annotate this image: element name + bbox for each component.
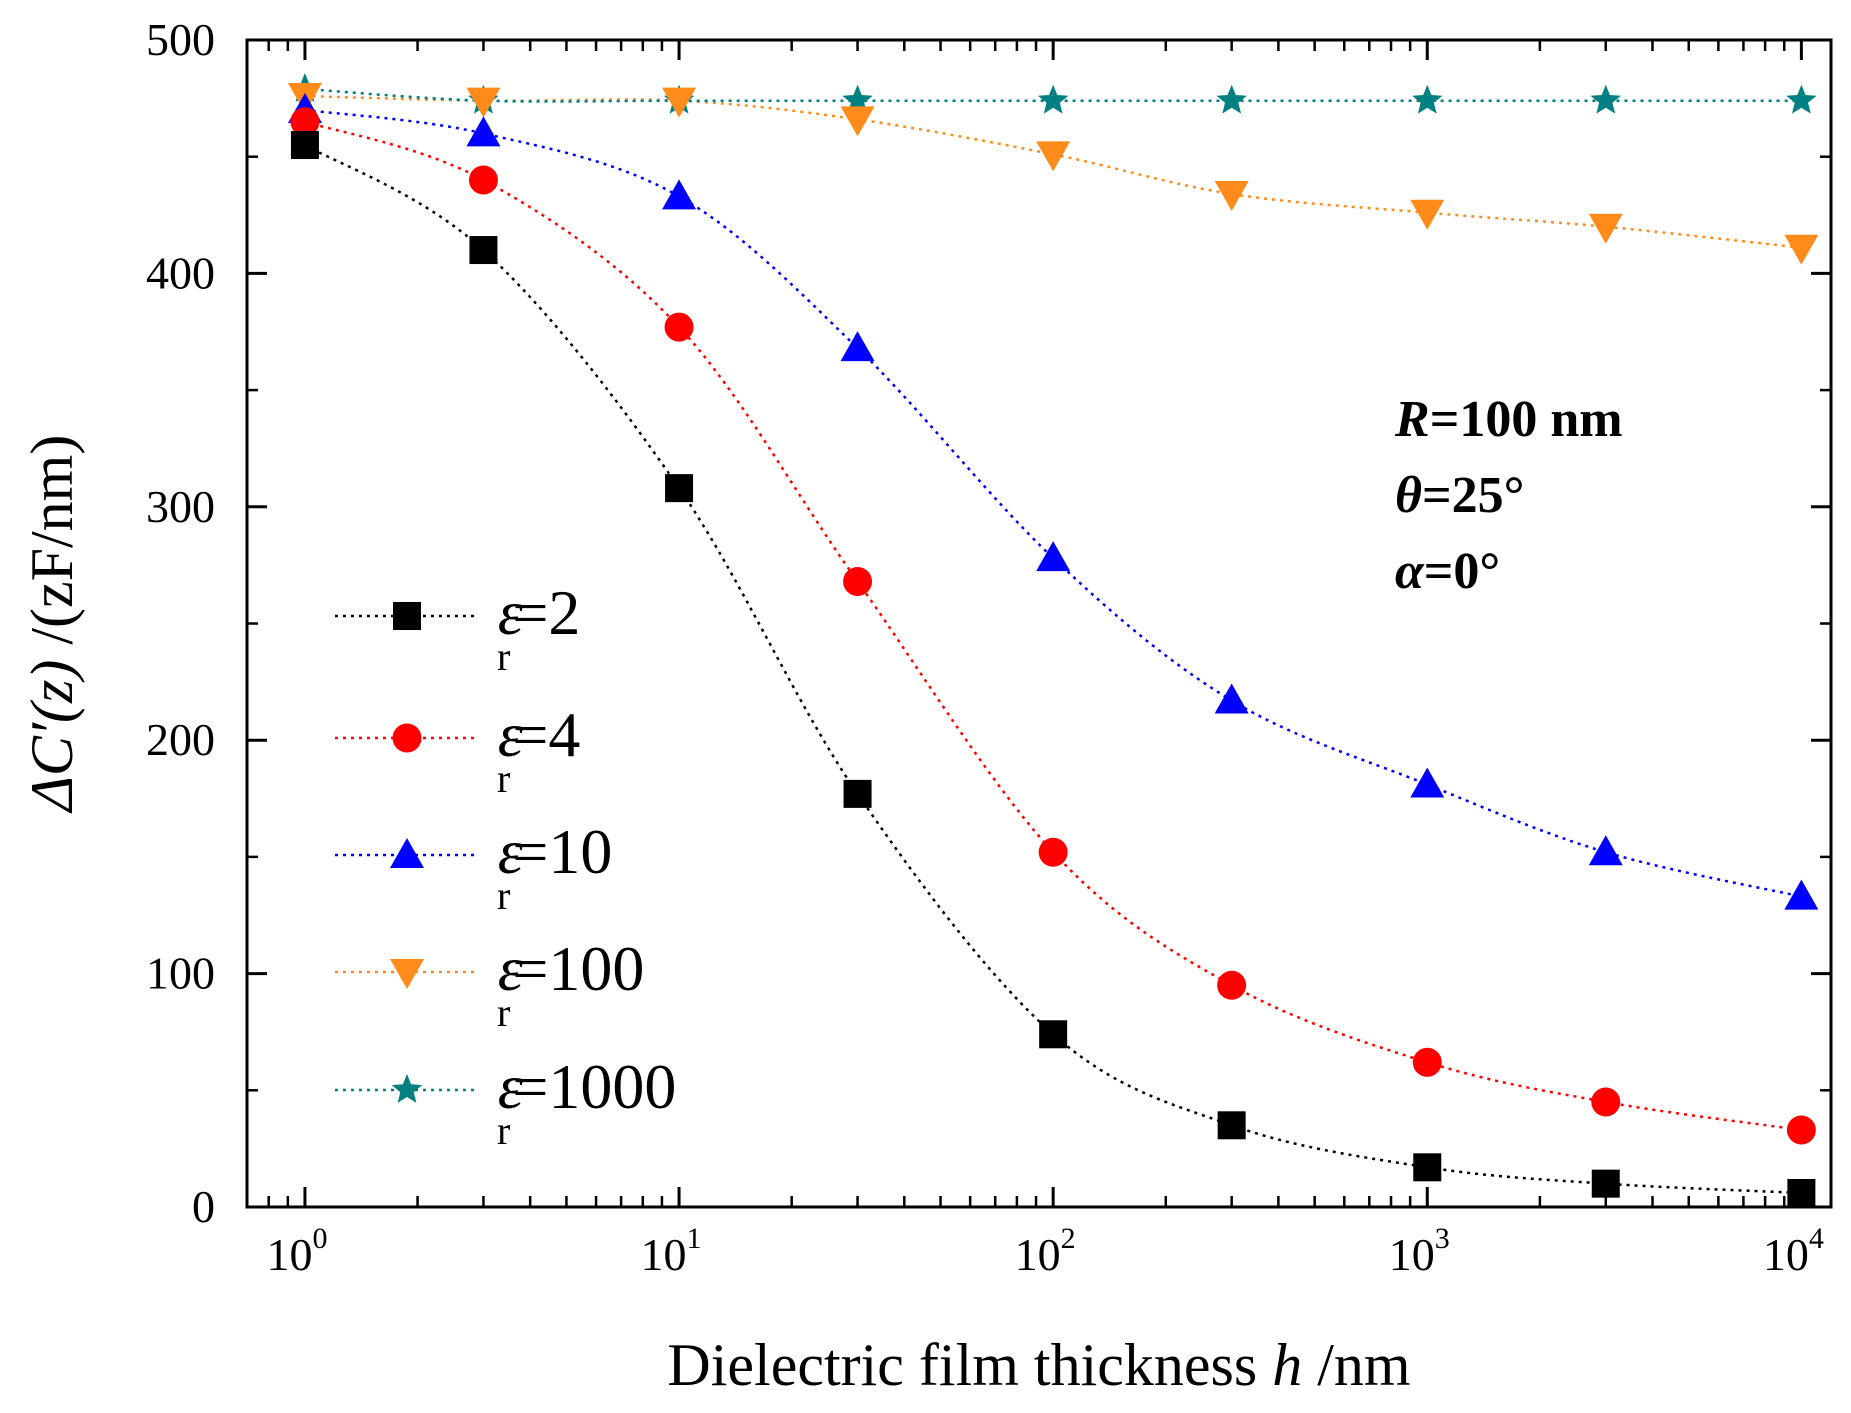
y-axis-title: ΔC′(z) /(zF/nm)	[19, 435, 85, 814]
legend-marker	[392, 723, 422, 753]
data-point	[843, 779, 872, 808]
data-point	[1410, 199, 1445, 230]
data-point	[665, 474, 694, 503]
x-tick-label: 104	[1763, 1222, 1824, 1280]
data-point	[1588, 835, 1623, 866]
data-point	[840, 331, 875, 362]
data-point	[842, 84, 873, 114]
legend-item: ε r=2	[335, 577, 580, 679]
data-point	[1217, 970, 1247, 1000]
annotation-var-alpha: α	[1395, 543, 1425, 600]
data-point	[1410, 767, 1445, 798]
data-point	[662, 179, 697, 210]
data-point	[1591, 1169, 1620, 1198]
data-point	[466, 87, 501, 118]
x-tick-label: 102	[1015, 1222, 1076, 1280]
tick-labels: 100 101 102 103 104 0 100 200 300 400 500	[146, 14, 1824, 1280]
data-point	[1036, 141, 1071, 172]
data-point	[1413, 1153, 1442, 1182]
y-tick-label: 0	[192, 1181, 215, 1232]
data-point	[664, 312, 694, 342]
data-point	[290, 107, 320, 137]
series-line	[304, 108, 1802, 898]
data-point	[1039, 1020, 1068, 1049]
annotation-text-alpha: =0°	[1424, 543, 1500, 600]
svg-text:θ=25°: θ=25°	[1395, 467, 1524, 524]
legend-marker	[390, 838, 424, 868]
data-point	[1412, 84, 1443, 114]
legend-item: ε r=1000	[335, 1051, 676, 1153]
data-point	[1784, 879, 1819, 910]
annotation-text-r: =100 nm	[1430, 391, 1623, 448]
y-tick-label: 200	[146, 714, 215, 765]
data-point	[1037, 84, 1069, 114]
data-point	[1786, 84, 1817, 114]
axis-ticks	[245, 38, 1831, 1209]
legend-label: ε r=2	[497, 577, 580, 679]
legend-item: ε r=10	[335, 816, 612, 918]
data-point	[1412, 1047, 1442, 1077]
legend-label: ε r=100	[497, 933, 644, 1035]
data-point	[843, 566, 873, 596]
legend-marker	[391, 1074, 423, 1103]
data-point	[662, 87, 697, 118]
legend-label: ε r=4	[497, 699, 580, 801]
data-point	[1591, 1087, 1621, 1117]
y-tick-label: 400	[146, 247, 215, 298]
data-point	[1038, 837, 1068, 867]
legend-item: ε r=100	[335, 933, 644, 1035]
data-point	[468, 165, 498, 195]
series-line	[304, 94, 1802, 249]
annotation-text-theta: =25°	[1422, 467, 1524, 524]
x-tick-label: 103	[1389, 1222, 1450, 1280]
annotation-var-theta: θ	[1395, 467, 1422, 524]
data-point	[1214, 181, 1249, 212]
svg-text:α=0°: α=0°	[1395, 543, 1500, 600]
annotation: R=100 nm θ=25° α=0°	[1394, 391, 1623, 600]
x-axis-title: Dielectric film thickness h /nm	[667, 1332, 1410, 1398]
data-point	[1787, 1178, 1816, 1207]
series-line	[304, 120, 1802, 1132]
data-point	[1217, 1111, 1246, 1140]
legend-marker	[390, 959, 424, 989]
x-tick-label: 101	[641, 1222, 702, 1280]
series-markers	[287, 73, 1819, 1207]
svg-text:R=100 nm: R=100 nm	[1394, 391, 1623, 448]
data-point	[1590, 84, 1621, 114]
data-point	[290, 131, 319, 160]
legend-label: ε r=10	[497, 816, 612, 918]
data-point	[840, 106, 875, 137]
annotation-var-r: R	[1394, 391, 1430, 448]
data-point	[1588, 213, 1623, 244]
legend-item: ε r=4	[335, 699, 580, 801]
x-tick-label: 100	[266, 1222, 327, 1280]
series-line	[304, 143, 1802, 1195]
data-point	[1216, 84, 1247, 114]
data-point	[469, 236, 498, 265]
legend-marker	[393, 602, 421, 630]
y-tick-label: 500	[146, 14, 215, 65]
data-point	[1784, 234, 1819, 265]
y-tick-label: 300	[146, 481, 215, 532]
data-point	[466, 116, 501, 147]
legend-label: ε r=1000	[497, 1051, 676, 1153]
data-point	[1786, 1115, 1816, 1145]
data-point	[1036, 541, 1071, 572]
y-tick-label: 100	[146, 948, 215, 999]
data-point	[1214, 683, 1249, 714]
legend: ε r=2 ε r=4 ε r=10 ε r=100 ε r=1000	[335, 577, 676, 1153]
